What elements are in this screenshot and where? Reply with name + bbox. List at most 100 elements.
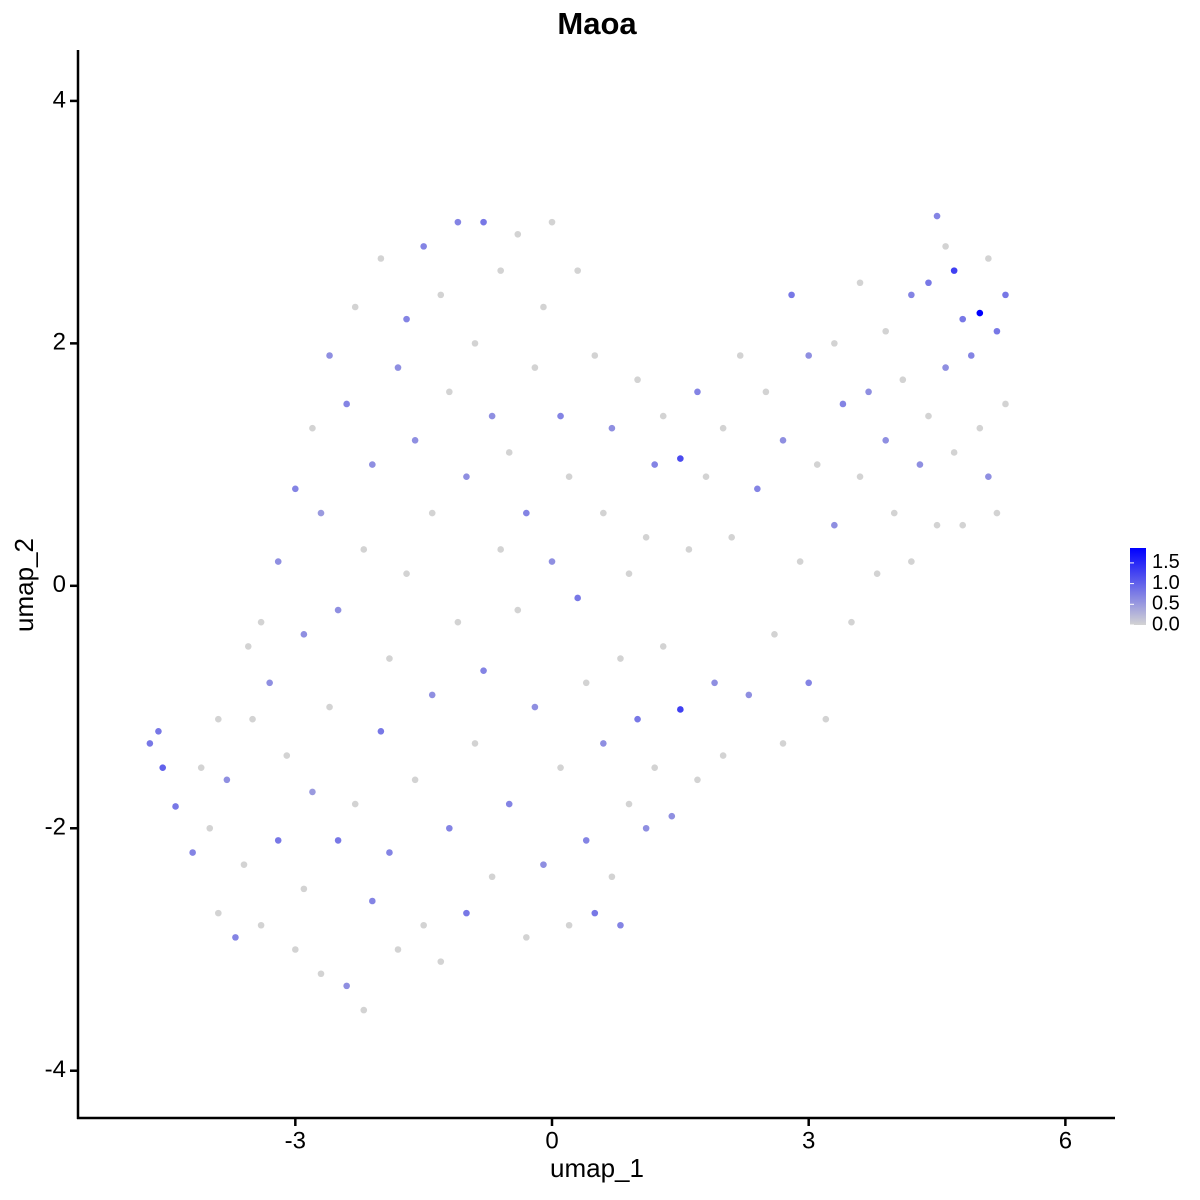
- point: [292, 946, 299, 953]
- point: [394, 946, 402, 953]
- point: [326, 352, 333, 359]
- point: [745, 691, 753, 699]
- point: [557, 412, 564, 420]
- point: [1002, 400, 1009, 408]
- point: [446, 824, 453, 832]
- point: [685, 546, 693, 553]
- point: [677, 455, 684, 462]
- y-tick-label: 2: [53, 329, 66, 356]
- point: [411, 776, 419, 784]
- point: [497, 267, 504, 274]
- point: [916, 461, 924, 468]
- point: [523, 509, 530, 517]
- point: [805, 679, 812, 687]
- y-tick-label: -2: [45, 814, 66, 841]
- point: [694, 388, 701, 396]
- point: [471, 740, 479, 747]
- point: [403, 570, 410, 577]
- point: [488, 873, 496, 881]
- point: [608, 424, 616, 432]
- point: [779, 437, 787, 444]
- point: [600, 740, 607, 747]
- point: [890, 509, 898, 517]
- point: [608, 873, 616, 881]
- point: [668, 812, 676, 820]
- point: [582, 837, 590, 844]
- point: [488, 412, 496, 420]
- colorbar: [1130, 548, 1146, 625]
- point: [967, 352, 975, 359]
- point: [215, 909, 222, 917]
- point: [274, 558, 282, 565]
- point: [540, 861, 547, 868]
- point: [642, 824, 650, 832]
- colorbar-tick-label: 0.0: [1152, 613, 1180, 635]
- point: [223, 776, 231, 784]
- point: [933, 212, 941, 220]
- point: [762, 388, 770, 396]
- point: [908, 291, 915, 299]
- point: [976, 424, 984, 432]
- point: [976, 309, 984, 317]
- point: [292, 485, 299, 493]
- point: [244, 643, 252, 650]
- point: [617, 655, 624, 662]
- point: [719, 752, 727, 759]
- point: [480, 218, 487, 226]
- point: [240, 861, 248, 868]
- point: [771, 631, 778, 638]
- point: [386, 849, 393, 856]
- point: [394, 364, 402, 371]
- point: [856, 473, 864, 481]
- x-tick-label: 0: [545, 1127, 558, 1154]
- point: [420, 921, 427, 929]
- point: [600, 509, 607, 517]
- point: [985, 473, 992, 481]
- colorbar-tick-label: 1.5: [1152, 551, 1180, 573]
- point: [574, 267, 581, 274]
- point: [831, 521, 838, 529]
- point: [1002, 291, 1009, 299]
- point: [950, 267, 958, 274]
- point: [386, 655, 393, 662]
- point: [882, 327, 889, 335]
- point: [642, 534, 650, 541]
- x-axis-label: umap_1: [550, 1153, 644, 1183]
- point: [634, 376, 641, 384]
- point: [343, 982, 350, 990]
- point: [351, 303, 359, 311]
- x-tick-label: 3: [802, 1127, 815, 1154]
- point: [309, 788, 316, 796]
- point: [651, 461, 658, 468]
- point: [437, 291, 445, 299]
- point: [300, 885, 308, 893]
- point: [360, 1006, 368, 1014]
- point: [300, 631, 308, 638]
- point: [326, 703, 333, 711]
- point: [454, 618, 462, 626]
- point: [822, 715, 830, 723]
- point: [925, 412, 932, 420]
- point: [908, 558, 915, 565]
- point: [317, 509, 325, 517]
- point: [334, 837, 342, 844]
- point: [950, 449, 958, 456]
- colorbar-tick-label: 1.0: [1152, 572, 1180, 594]
- point: [728, 534, 735, 541]
- point: [206, 824, 214, 832]
- point: [959, 521, 967, 529]
- point: [754, 485, 761, 493]
- point: [283, 752, 291, 759]
- y-tick-label: 0: [53, 571, 66, 598]
- point: [215, 715, 222, 723]
- point: [505, 449, 513, 456]
- point: [557, 764, 564, 771]
- point: [839, 400, 847, 408]
- point: [779, 740, 787, 747]
- point: [540, 303, 547, 311]
- point: [805, 352, 812, 359]
- point: [146, 740, 154, 747]
- point: [249, 715, 256, 723]
- point: [369, 897, 376, 905]
- point: [694, 776, 701, 784]
